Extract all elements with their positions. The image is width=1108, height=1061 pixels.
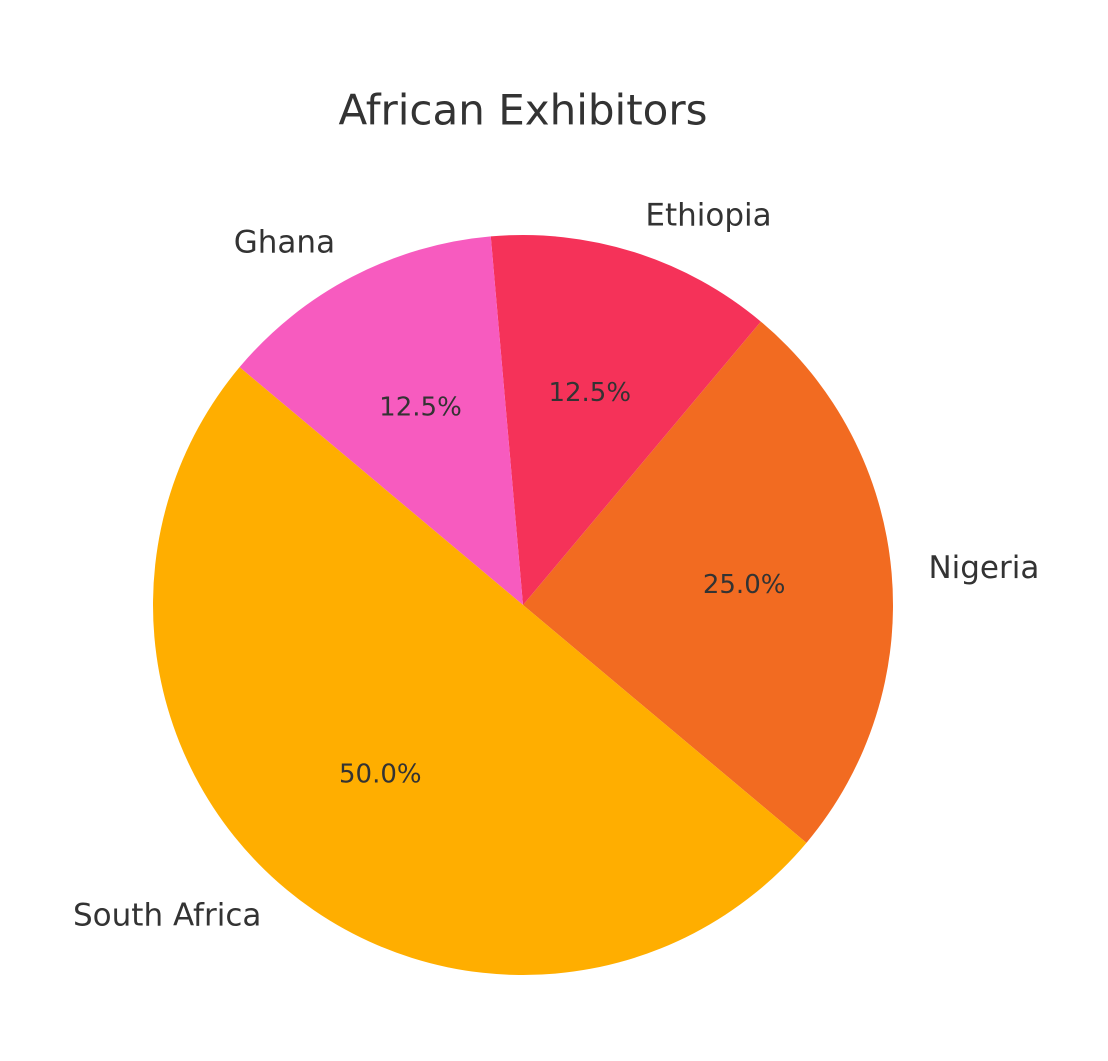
pie-slice xyxy=(239,236,524,605)
slice-label: Nigeria xyxy=(928,550,1039,586)
value-label: 50.0% xyxy=(339,760,422,790)
pie-slice xyxy=(153,367,807,976)
pie-slice xyxy=(523,321,893,843)
value-label: 12.5% xyxy=(379,393,462,423)
slice-label: Ghana xyxy=(234,224,335,260)
slice-label: Ethiopia xyxy=(645,197,771,233)
slice-label: South Africa xyxy=(73,897,261,933)
pie-slice xyxy=(490,235,761,606)
value-label: 25.0% xyxy=(703,570,786,600)
chart-title: African Exhibitors xyxy=(338,86,707,135)
value-label: 12.5% xyxy=(548,378,631,408)
